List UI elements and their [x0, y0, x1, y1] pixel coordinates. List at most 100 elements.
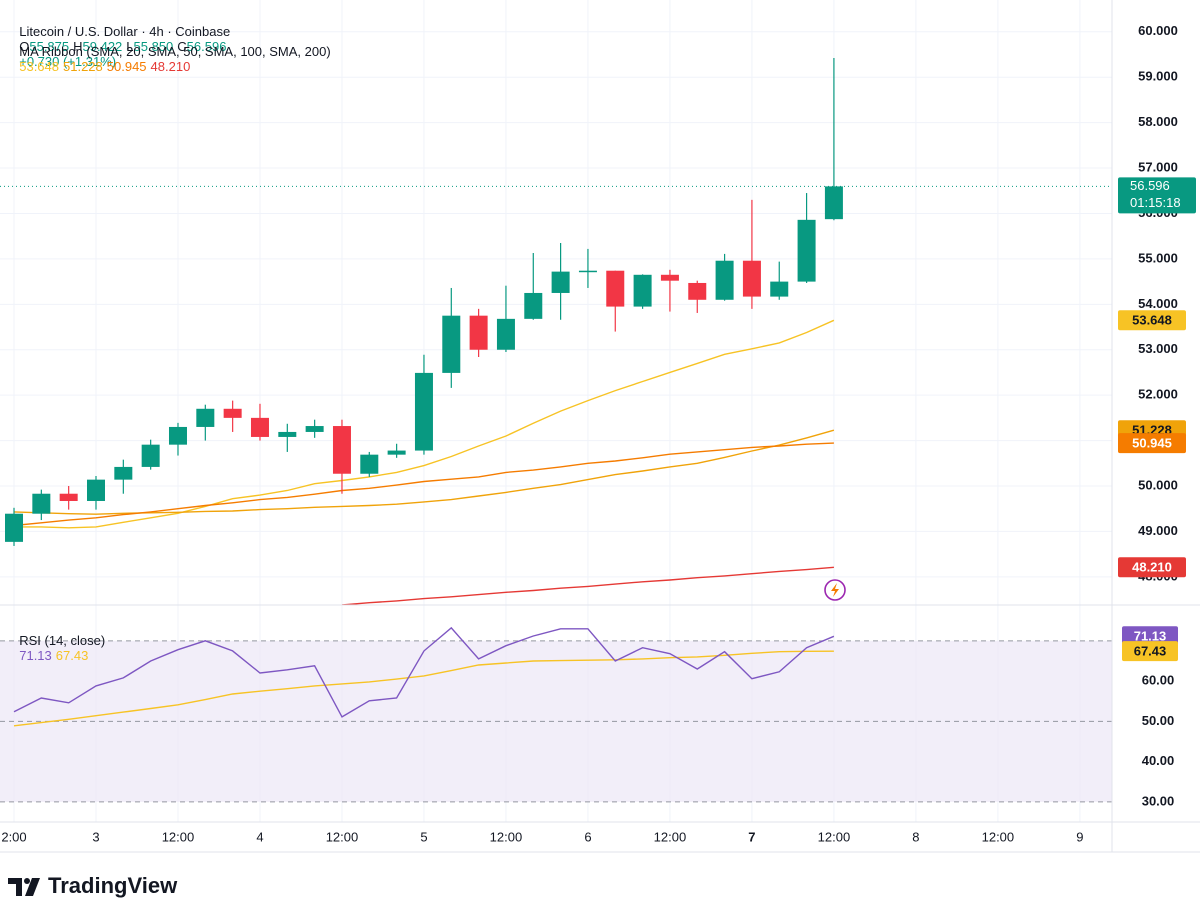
y-tick-label: 59.000: [1138, 69, 1178, 84]
x-tick-label: 12:00: [982, 829, 1015, 844]
ma-value: 51.228: [63, 59, 103, 74]
y-tick-label: 57.000: [1138, 159, 1178, 174]
x-tick-label: 8: [912, 829, 919, 844]
x-tick-label: 12:00: [654, 829, 687, 844]
x-tick-label: 4: [256, 829, 263, 844]
y-tick-label: 30.00: [1142, 793, 1175, 808]
rsi-value: 71.13: [19, 648, 52, 663]
candle-body: [250, 417, 269, 437]
ohlc-key: C: [177, 39, 187, 54]
candle-body: [524, 292, 543, 319]
candle-body: [496, 318, 515, 350]
ohlc-value: 56.596: [186, 39, 227, 54]
rsi-values: 71.13 67.43: [19, 648, 92, 663]
candle-body: [86, 479, 105, 501]
x-tick-label: 6: [584, 829, 591, 844]
candle-body: [5, 513, 24, 542]
y-tick-label: 49.000: [1138, 523, 1178, 538]
ohlc-legend: O55.875 H59.422 L55.850 C56.596: [19, 39, 230, 54]
rsi-pane: [0, 605, 1112, 822]
rsi-line: [13, 626, 835, 718]
brand-name: TradingView: [48, 873, 178, 898]
candle-body: [606, 270, 625, 307]
candle-body: [715, 260, 734, 300]
ohlc-value: 55.875: [29, 39, 70, 54]
x-tick-label: 3: [92, 829, 99, 844]
candle-body: [660, 274, 679, 281]
candle-body: [797, 219, 816, 282]
candle-body: [742, 260, 761, 297]
candle-body: [414, 372, 433, 451]
x-tick-label: 12:00: [326, 829, 359, 844]
ma-badge: [1118, 557, 1186, 578]
price-pane: [0, 0, 1112, 605]
y-tick-label: 60.00: [1142, 673, 1175, 688]
ma-line: [14, 319, 835, 529]
indicator-name: MA Ribbon (SMA, 20, SMA, 50, SMA, 100, S…: [19, 44, 331, 59]
x-tick-label: 9: [1076, 829, 1083, 844]
x-tick-label: 5: [420, 829, 427, 844]
candle-body: [770, 281, 789, 297]
rsi-value: 67.43: [55, 648, 89, 663]
symbol-header: Litecoin / U.S. Dollar · 4h · Coinbase O…: [12, 9, 234, 69]
candle-body: [578, 270, 597, 273]
rsi-name: RSI (14, close): [19, 633, 106, 648]
y-tick-label: 55.000: [1138, 250, 1178, 265]
ma-line: [13, 442, 834, 527]
rsi-band: [0, 640, 1112, 802]
y-tick-label: 54.000: [1138, 296, 1178, 311]
candle-body: [168, 426, 187, 445]
candle-body: [469, 315, 488, 350]
candle-body: [196, 408, 215, 427]
candle-body: [141, 444, 160, 467]
candle-body: [305, 426, 324, 432]
candle-body: [688, 282, 707, 300]
rsi-legend: RSI (14, close) 71.13 67.43: [12, 618, 109, 663]
change: +0.730 (+1.31%): [19, 54, 117, 69]
x-tick-label: 12:00: [162, 829, 195, 844]
ma-value: 50.945: [106, 59, 147, 74]
ma-values: 53.648 51.228 50.945 48.210: [19, 59, 194, 74]
ma-badge-label: 50.945: [1132, 436, 1172, 451]
ohlc-value: 55.850: [133, 39, 174, 54]
ma-badge-label: 48.210: [1132, 560, 1172, 575]
candle-body: [223, 408, 242, 418]
ohlc-key: L: [126, 39, 134, 54]
y-tick-label: 60.000: [1138, 23, 1178, 38]
y-tick-label: 53.000: [1138, 341, 1178, 356]
x-tick-label: 12:00: [818, 829, 851, 844]
last-price-label: 56.596: [1130, 178, 1170, 193]
ma-badge-label: 53.648: [1132, 313, 1172, 328]
countdown: 01:15:18: [1130, 195, 1181, 210]
ma-legend: MA Ribbon (SMA, 20, SMA, 50, SMA, 100, S…: [12, 29, 335, 74]
y-tick-label: 52.000: [1138, 387, 1178, 402]
ma-line: [13, 429, 835, 515]
x-tick-label: 12:00: [490, 829, 523, 844]
candle-body: [332, 426, 351, 474]
ohlc-key: O: [19, 39, 30, 54]
rsi-badge: [1122, 641, 1178, 662]
y-tick-label: 50.000: [1138, 477, 1178, 492]
ma-badge: [1118, 433, 1186, 454]
ohlc-value: 59.422: [82, 39, 123, 54]
last-price-badge: [1118, 177, 1196, 214]
x-tick-label: 2:00: [1, 829, 26, 844]
y-tick-label: 50.00: [1142, 713, 1175, 728]
x-tick-label: 7: [748, 829, 755, 844]
rsi-badge-label: 67.43: [1134, 644, 1167, 659]
candle-body: [278, 431, 297, 437]
candle-body: [59, 493, 78, 501]
rsi-line: [13, 650, 834, 727]
y-tick-label: 58.000: [1138, 114, 1178, 129]
ma-value: 53.648: [19, 59, 59, 74]
candle-body: [551, 271, 570, 293]
ma-value: 48.210: [150, 59, 191, 74]
y-tick-label: 40.00: [1142, 753, 1175, 768]
candle-body: [824, 186, 843, 220]
brand-logo: TradingView: [8, 873, 178, 898]
ma-badge: [1118, 310, 1186, 331]
candle-body: [32, 493, 51, 514]
candle-body: [442, 315, 461, 373]
rsi-badge-label: 71.13: [1134, 629, 1167, 644]
